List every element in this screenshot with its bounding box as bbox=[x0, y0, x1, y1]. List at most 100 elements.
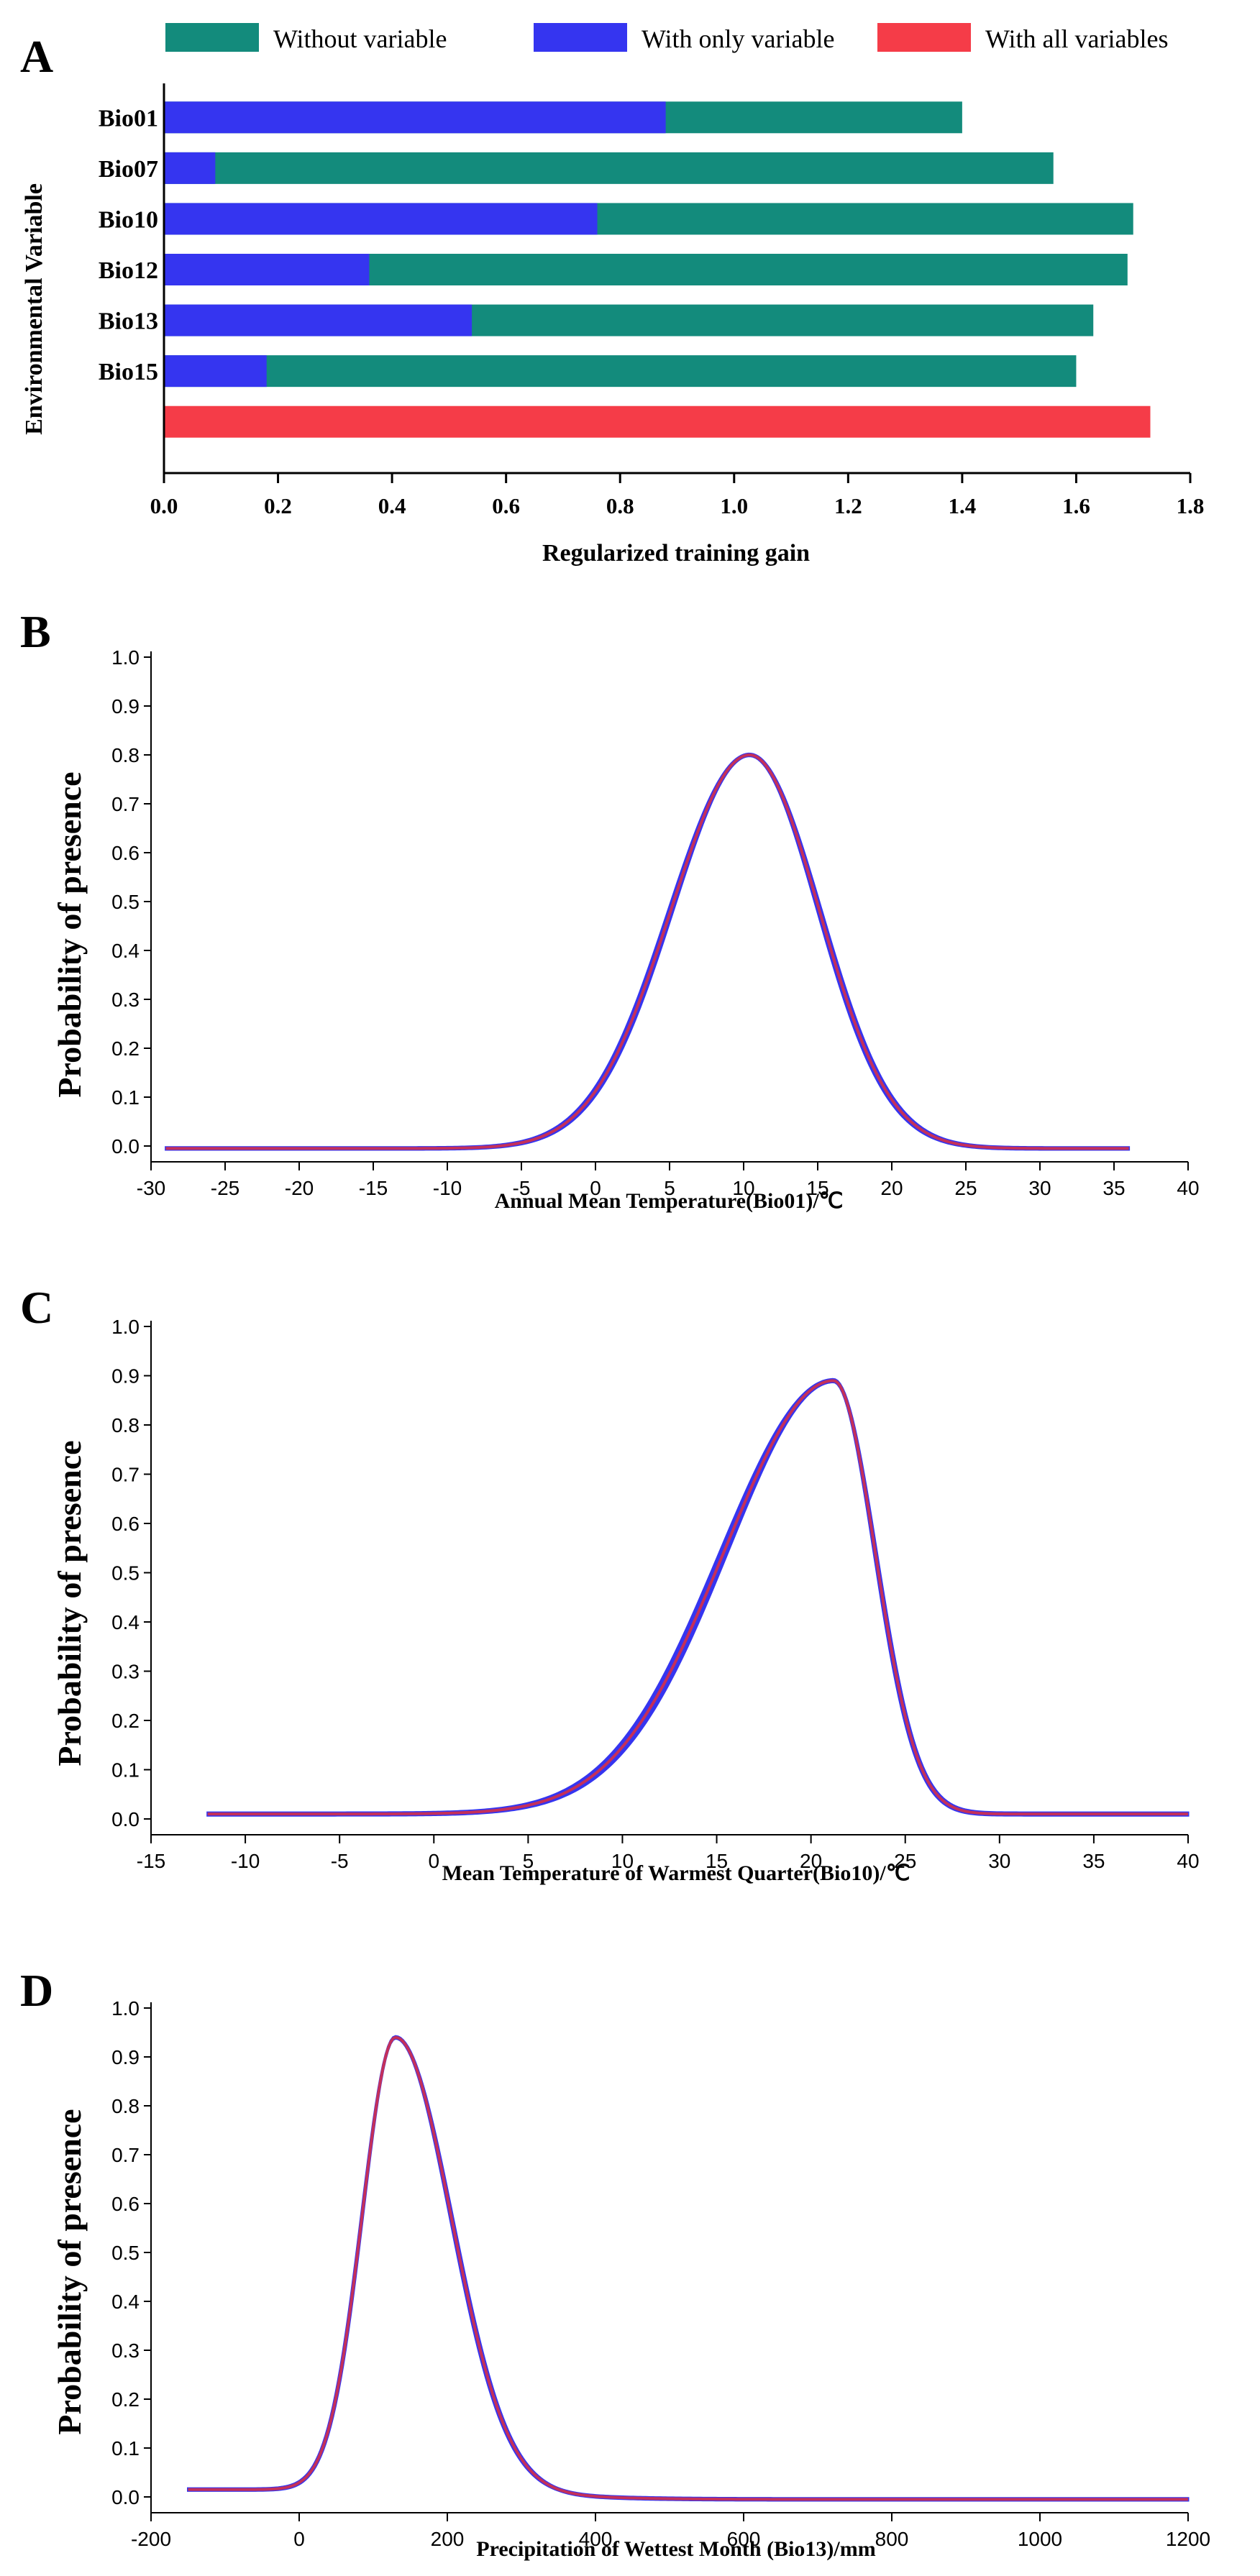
y-tick-label: 0.6 bbox=[111, 842, 140, 864]
x-tick-label: 200 bbox=[431, 2528, 465, 2550]
y-tick-label: 0.4 bbox=[111, 940, 140, 962]
y-tick-label: 0.1 bbox=[111, 2437, 140, 2460]
response-curve bbox=[165, 753, 1129, 1150]
bar-Bio07-s2 bbox=[164, 152, 216, 184]
x-tick-label: 0.0 bbox=[150, 493, 178, 518]
legend-label-2: With only variable bbox=[642, 24, 834, 53]
x-tick-label: -15 bbox=[359, 1177, 388, 1199]
x-tick-label: 0.8 bbox=[606, 493, 634, 518]
x-tick-label: 0 bbox=[590, 1177, 601, 1199]
panel-d-y-axis-title: Probability of presence bbox=[51, 2109, 88, 2434]
legend-label-1: Without variable bbox=[273, 24, 447, 53]
panel-d-x-axis-title: Precipitation of Wettest Month (Bio13)/m… bbox=[476, 2537, 875, 2561]
panel-d-plot: 0.0 0.1 0.2 0.3 0.4 0.5 0.6 0.7 0.8 0.9 1.0 -200 0 20… bbox=[111, 1997, 1210, 2550]
x-tick-label: 20 bbox=[800, 1850, 822, 1872]
panel-d-letter: D bbox=[20, 1965, 53, 2016]
x-tick-label: 0 bbox=[428, 1850, 439, 1872]
x-tick-label: 5 bbox=[664, 1177, 675, 1199]
x-tick-label: 35 bbox=[1102, 1177, 1125, 1199]
bar-Bio01-s2 bbox=[164, 101, 666, 134]
confidence-band bbox=[165, 752, 1131, 1151]
x-tick-label: -5 bbox=[513, 1177, 531, 1199]
y-tick-label: 0.8 bbox=[111, 1414, 140, 1436]
y-tick-label: 0.5 bbox=[111, 891, 140, 913]
panel-a-bars bbox=[164, 101, 1151, 438]
y-tick-label: 0.2 bbox=[111, 1710, 140, 1732]
bar-Bio15-s2 bbox=[164, 355, 267, 388]
y-tick-label: 1.0 bbox=[111, 1997, 140, 2020]
legend-swatch-3 bbox=[877, 23, 971, 52]
y-tick-label: 0.9 bbox=[111, 695, 140, 718]
y-tick-label: 0.1 bbox=[111, 1759, 140, 1782]
y-tick-label: 1.0 bbox=[111, 1316, 140, 1338]
y-tick-label: 0.3 bbox=[111, 1661, 140, 1683]
panel-b-x-axis-title: Annual Mean Temperature(Bio01)/℃ bbox=[495, 1189, 844, 1213]
x-tick-label: -20 bbox=[285, 1177, 314, 1199]
y-tick-label: 0.3 bbox=[111, 2339, 140, 2362]
x-tick-label: -25 bbox=[211, 1177, 239, 1199]
x-tick-label: 1000 bbox=[1018, 2528, 1062, 2550]
x-tick-label: 10 bbox=[611, 1850, 634, 1872]
x-tick-label: 800 bbox=[875, 2528, 909, 2550]
x-tick-label: 1.4 bbox=[949, 493, 977, 518]
panel-a-letter: A bbox=[20, 31, 53, 82]
legend-swatch-2 bbox=[534, 23, 627, 52]
x-tick-label: 25 bbox=[894, 1850, 916, 1872]
x-tick-label: -200 bbox=[131, 2528, 171, 2550]
x-tick-label: 15 bbox=[706, 1850, 728, 1872]
legend-label-3: With all variables bbox=[985, 24, 1168, 53]
bar-all-s3 bbox=[164, 405, 1151, 438]
x-tick-label: 600 bbox=[727, 2528, 761, 2550]
category-label: Bio15 bbox=[99, 359, 158, 385]
y-tick-label: 0.8 bbox=[111, 744, 140, 766]
panel-b-plot: 0.0 0.1 0.2 0.3 0.4 0.5 0.6 0.7 0.8 0.9 1.0 -30 -25 -… bbox=[111, 646, 1200, 1199]
bar-Bio13-s2 bbox=[164, 304, 472, 336]
x-tick-label: 0 bbox=[293, 2528, 305, 2550]
y-tick-label: 0.7 bbox=[111, 2144, 140, 2166]
x-tick-label: 35 bbox=[1082, 1850, 1105, 1872]
x-tick-label: 0.6 bbox=[492, 493, 520, 518]
panel-b-y-axis-title: Probability of presence bbox=[51, 771, 88, 1097]
bar-Bio07-s1 bbox=[164, 152, 1054, 184]
panel-c-letter: C bbox=[20, 1282, 53, 1333]
x-tick-label: -5 bbox=[331, 1850, 349, 1872]
panel-b-line-chart: B Probability of presence 0.00.10.20.30.… bbox=[20, 606, 1200, 1213]
x-tick-label: -15 bbox=[137, 1850, 165, 1872]
category-label: Bio12 bbox=[99, 257, 158, 284]
y-tick-label: 0.0 bbox=[111, 2486, 140, 2508]
x-tick-label: 25 bbox=[954, 1177, 977, 1199]
x-tick-label: 1.2 bbox=[834, 493, 862, 518]
x-tick-label: -10 bbox=[231, 1850, 260, 1872]
y-tick-label: 0.6 bbox=[111, 1513, 140, 1535]
y-tick-label: 0.9 bbox=[111, 2046, 140, 2068]
x-tick-label: 30 bbox=[988, 1850, 1010, 1872]
bar-Bio10-s2 bbox=[164, 203, 598, 235]
y-tick-label: 1.0 bbox=[111, 646, 140, 669]
y-tick-label: 0.0 bbox=[111, 1135, 140, 1158]
bar-Bio15-s1 bbox=[164, 355, 1077, 388]
panel-c-plot: 0.0 0.1 0.2 0.3 0.4 0.5 0.6 0.7 0.8 0.9 1.0 -15 -10 -… bbox=[111, 1316, 1200, 1872]
x-tick-label: 1.8 bbox=[1177, 493, 1205, 518]
panel-b-letter: B bbox=[20, 606, 51, 657]
category-label: Bio07 bbox=[99, 156, 158, 183]
y-tick-label: 0.3 bbox=[111, 989, 140, 1011]
panel-a-x-axis-title: Regularized training gain bbox=[542, 540, 810, 567]
y-tick-label: 0.4 bbox=[111, 1611, 140, 1633]
y-tick-label: 0.8 bbox=[111, 2095, 140, 2117]
x-tick-label: 0.2 bbox=[264, 493, 292, 518]
panel-a-y-axis-title: Environmental Variable bbox=[21, 183, 47, 435]
panel-d-line-chart: D Probability of presence 0.00.10.20.30.… bbox=[20, 1965, 1210, 2561]
category-label: Bio13 bbox=[99, 308, 158, 335]
bar-Bio12-s2 bbox=[164, 254, 370, 285]
x-tick-label: 20 bbox=[880, 1177, 903, 1199]
x-tick-label: 40 bbox=[1177, 1177, 1199, 1199]
category-label: Bio01 bbox=[99, 105, 158, 132]
y-tick-label: 0.5 bbox=[111, 1562, 140, 1585]
x-tick-label: 15 bbox=[806, 1177, 828, 1199]
y-tick-label: 0.7 bbox=[111, 1464, 140, 1486]
panel-a-legend: Without variable With only variable With a… bbox=[165, 23, 1168, 53]
y-tick-label: 0.4 bbox=[111, 2291, 140, 2313]
x-tick-label: 40 bbox=[1177, 1850, 1199, 1872]
confidence-band bbox=[187, 2035, 1190, 2502]
y-tick-label: 0.6 bbox=[111, 2193, 140, 2215]
